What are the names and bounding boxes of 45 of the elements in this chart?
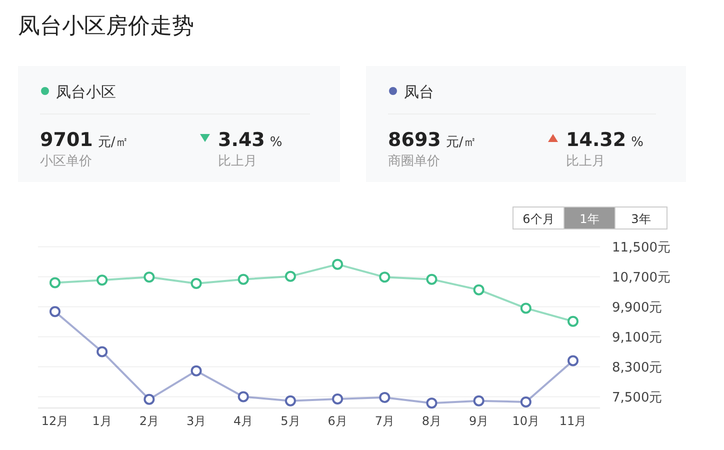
point	[50, 277, 60, 288]
legend-label: 凤台小区	[56, 83, 116, 101]
point	[568, 355, 578, 366]
x-tick-label: 1月	[92, 414, 112, 428]
legend-label: 凤台	[404, 83, 434, 101]
point	[96, 346, 108, 358]
x-tick-label: 6月	[328, 414, 348, 428]
x-tick-label: 8月	[422, 414, 442, 428]
x-tick-label: 9月	[469, 414, 489, 428]
x-tick-label: 7月	[374, 414, 394, 428]
chart-title: 凤台小区房价走势	[18, 14, 194, 39]
y-tick-label: 8,300元	[612, 360, 662, 376]
x-tick-label: 3月	[186, 414, 206, 428]
point	[379, 392, 390, 403]
point	[332, 258, 344, 270]
point	[284, 270, 296, 282]
point	[144, 394, 155, 405]
point	[473, 284, 484, 296]
point	[96, 274, 108, 286]
point	[473, 395, 484, 406]
x-tick-label: 10月	[512, 414, 540, 428]
x-tick-label: 2月	[139, 414, 159, 428]
point	[238, 391, 249, 402]
x-tick-label: 5月	[280, 414, 300, 428]
point	[332, 393, 344, 404]
x-tick-label: 12月	[41, 414, 69, 428]
point	[520, 302, 532, 314]
y-tick-label: 9,900元	[612, 300, 662, 316]
point	[379, 272, 390, 283]
y-tick-label: 10,700元	[612, 270, 670, 286]
x-tick-label: 4月	[234, 414, 254, 428]
y-tick-label: 9,100元	[612, 330, 662, 346]
x-tick-label: 11月	[559, 414, 587, 428]
point	[426, 398, 438, 409]
point	[568, 316, 578, 327]
point	[144, 272, 155, 283]
point	[238, 274, 249, 285]
point	[190, 278, 202, 289]
point	[190, 365, 202, 376]
point	[284, 395, 296, 406]
point	[426, 274, 438, 285]
y-tick-label: 11,500元	[612, 240, 670, 256]
y-tick-label: 7,500元	[612, 390, 662, 406]
point	[520, 396, 532, 408]
point	[50, 306, 60, 318]
